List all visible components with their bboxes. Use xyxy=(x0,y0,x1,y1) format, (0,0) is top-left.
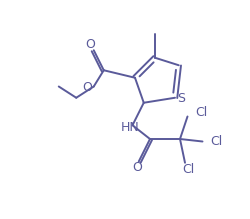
Text: O: O xyxy=(85,37,95,51)
Text: Cl: Cl xyxy=(183,163,195,176)
Text: Cl: Cl xyxy=(195,106,207,119)
Text: O: O xyxy=(82,81,92,94)
Text: S: S xyxy=(177,92,185,106)
Text: HN: HN xyxy=(120,121,140,134)
Text: O: O xyxy=(132,161,142,174)
Text: Cl: Cl xyxy=(210,135,222,148)
